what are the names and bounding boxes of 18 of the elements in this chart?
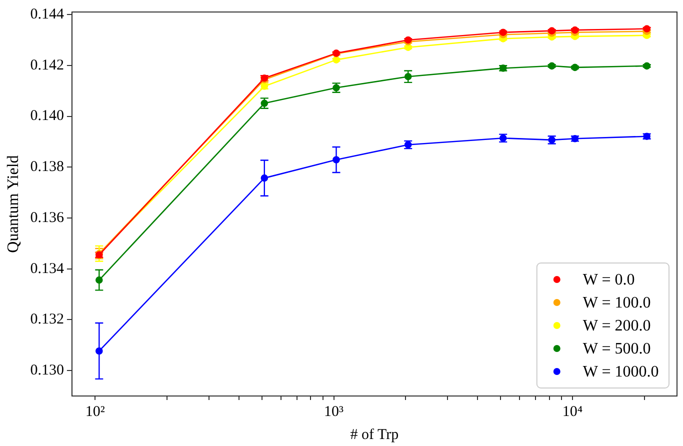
y-tick-label: 0.134 xyxy=(30,260,64,277)
y-tick-label: 0.136 xyxy=(30,210,64,226)
x-tick-label: 10² xyxy=(85,404,106,420)
x-tick-label: 10⁴ xyxy=(562,404,583,420)
legend-label: W = 0.0 xyxy=(582,272,635,289)
legend-label: W = 100.0 xyxy=(582,294,651,312)
y-tick-label: 0.132 xyxy=(30,312,64,328)
y-tick-label: 0.142 xyxy=(30,57,64,74)
x-axis-title: # of Trp xyxy=(350,426,399,443)
y-axis-title: Quantum Yield xyxy=(4,155,22,253)
y-tick-label: 0.144 xyxy=(30,6,64,22)
legend-label: W = 200.0 xyxy=(582,318,651,335)
y-tick-label: 0.138 xyxy=(30,159,64,176)
y-tick-label: 0.130 xyxy=(30,362,64,379)
legend-label: W = 500.0 xyxy=(582,340,651,358)
y-tick-label: 0.140 xyxy=(30,108,64,124)
x-tick-label: 10³ xyxy=(324,404,344,420)
legend-label: W = 1000.0 xyxy=(582,364,659,381)
